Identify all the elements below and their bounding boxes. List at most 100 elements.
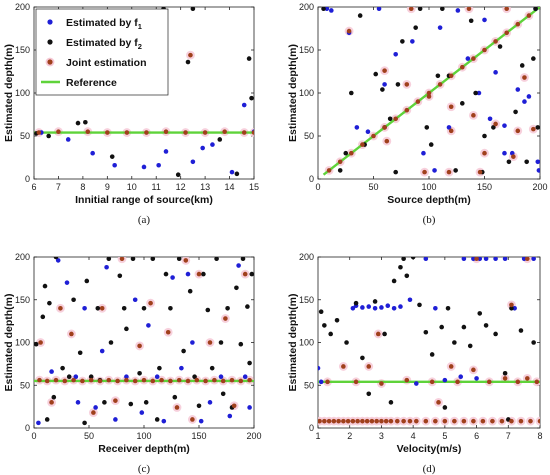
- point-joint: [132, 378, 138, 384]
- point-joint: [407, 418, 413, 424]
- point-f2: [531, 340, 536, 345]
- point-f2: [417, 302, 422, 308]
- point-joint: [369, 418, 375, 424]
- point-joint: [531, 126, 536, 132]
- y-tick-label: 50: [304, 380, 314, 390]
- point-f1: [421, 150, 426, 156]
- point-joint: [353, 379, 359, 385]
- point-f1: [446, 125, 452, 130]
- legend-item: Estimated by f2: [47, 37, 142, 51]
- point-f2: [214, 257, 219, 262]
- chart-panel-d: 1 2 3 4 5 6 7 8 0 50 100 150 200 Velocity(m/s) Estimat…: [287, 252, 543, 475]
- point-joint: [379, 381, 384, 386]
- point-f2: [531, 56, 536, 61]
- point-f1: [512, 306, 517, 311]
- point-joint: [509, 418, 514, 424]
- legend-item: Reference: [41, 77, 117, 89]
- point-joint: [168, 378, 173, 384]
- point-f1: [487, 116, 493, 122]
- y-axis-label: Estimated depth(m): [3, 293, 15, 391]
- point-joint: [355, 418, 360, 424]
- point-joint: [336, 418, 341, 424]
- y-tick-label: 150: [299, 45, 314, 55]
- plot-area: [317, 256, 541, 429]
- point-joint: [360, 418, 365, 424]
- point-joint: [159, 377, 164, 383]
- point-joint: [326, 418, 332, 424]
- point-f1: [242, 374, 248, 380]
- x-axis-label: Innitial range of source(km): [75, 194, 213, 206]
- point-f1: [236, 263, 241, 268]
- x-tick-label: 8: [537, 431, 542, 441]
- point-joint: [460, 64, 465, 70]
- point-f1: [139, 410, 145, 415]
- point-joint: [383, 418, 389, 424]
- point-f2: [439, 324, 444, 330]
- point-joint: [515, 21, 521, 27]
- point-f1: [365, 129, 371, 134]
- x-tick-label: 0: [31, 431, 36, 441]
- point-f2: [442, 405, 448, 410]
- point-f1: [502, 257, 508, 262]
- point-joint: [141, 377, 147, 383]
- point-f2: [150, 257, 156, 262]
- y-tick-label: 100: [15, 338, 30, 348]
- y-tick-label: 150: [15, 295, 30, 305]
- x-axis-label: Receiver depth(m): [98, 443, 190, 455]
- legend-label: Estimated by f1: [66, 17, 142, 31]
- point-f2: [387, 116, 393, 122]
- point-joint: [207, 340, 213, 345]
- point-joint: [183, 130, 188, 135]
- point-f1: [229, 169, 235, 175]
- point-f2: [163, 271, 169, 277]
- point-joint: [331, 418, 337, 424]
- point-joint: [429, 379, 435, 385]
- plot-marks: [34, 257, 254, 426]
- legend-item: Joint estimation: [45, 57, 147, 69]
- point-f2: [388, 400, 394, 405]
- legend-label: Joint estimation: [66, 57, 147, 69]
- point-f1: [366, 304, 372, 309]
- point-joint: [318, 418, 322, 424]
- point-f1: [112, 162, 117, 168]
- point-f2: [440, 7, 445, 12]
- point-f2: [497, 44, 503, 49]
- point-f2: [130, 257, 136, 262]
- x-tick-label: 150: [477, 182, 492, 192]
- point-f2: [519, 63, 525, 68]
- point-joint: [350, 418, 356, 424]
- y-tick-label: 0: [25, 174, 30, 184]
- point-joint: [222, 129, 227, 134]
- x-tick-label: 9: [105, 182, 110, 192]
- point-joint: [196, 271, 202, 277]
- x-tick-label: 3: [379, 431, 384, 441]
- plot-marks: [34, 7, 254, 177]
- point-joint: [401, 418, 406, 424]
- point-f2: [108, 340, 114, 345]
- point-f1: [483, 257, 489, 262]
- point-f1: [398, 304, 403, 309]
- x-tick-label: 1: [315, 431, 320, 441]
- point-f2: [47, 300, 52, 306]
- point-f1: [531, 257, 536, 262]
- plot-area: [33, 256, 255, 429]
- point-f1: [442, 377, 448, 383]
- point-f2: [83, 119, 88, 125]
- point-f2: [157, 365, 162, 371]
- point-f1: [360, 305, 365, 310]
- x-tick-label: 200: [532, 182, 547, 192]
- point-f2: [493, 331, 498, 337]
- point-f1: [354, 125, 360, 130]
- point-f1: [350, 306, 356, 311]
- point-f2: [220, 391, 226, 397]
- point-f1: [227, 413, 233, 419]
- point-f1: [385, 303, 391, 309]
- point-joint: [471, 56, 476, 61]
- point-f2: [245, 304, 250, 309]
- point-joint: [341, 364, 346, 369]
- y-tick-label: 200: [299, 252, 314, 262]
- point-joint: [455, 379, 460, 385]
- point-joint: [325, 379, 330, 385]
- point-f1: [376, 7, 382, 12]
- point-joint: [144, 130, 149, 135]
